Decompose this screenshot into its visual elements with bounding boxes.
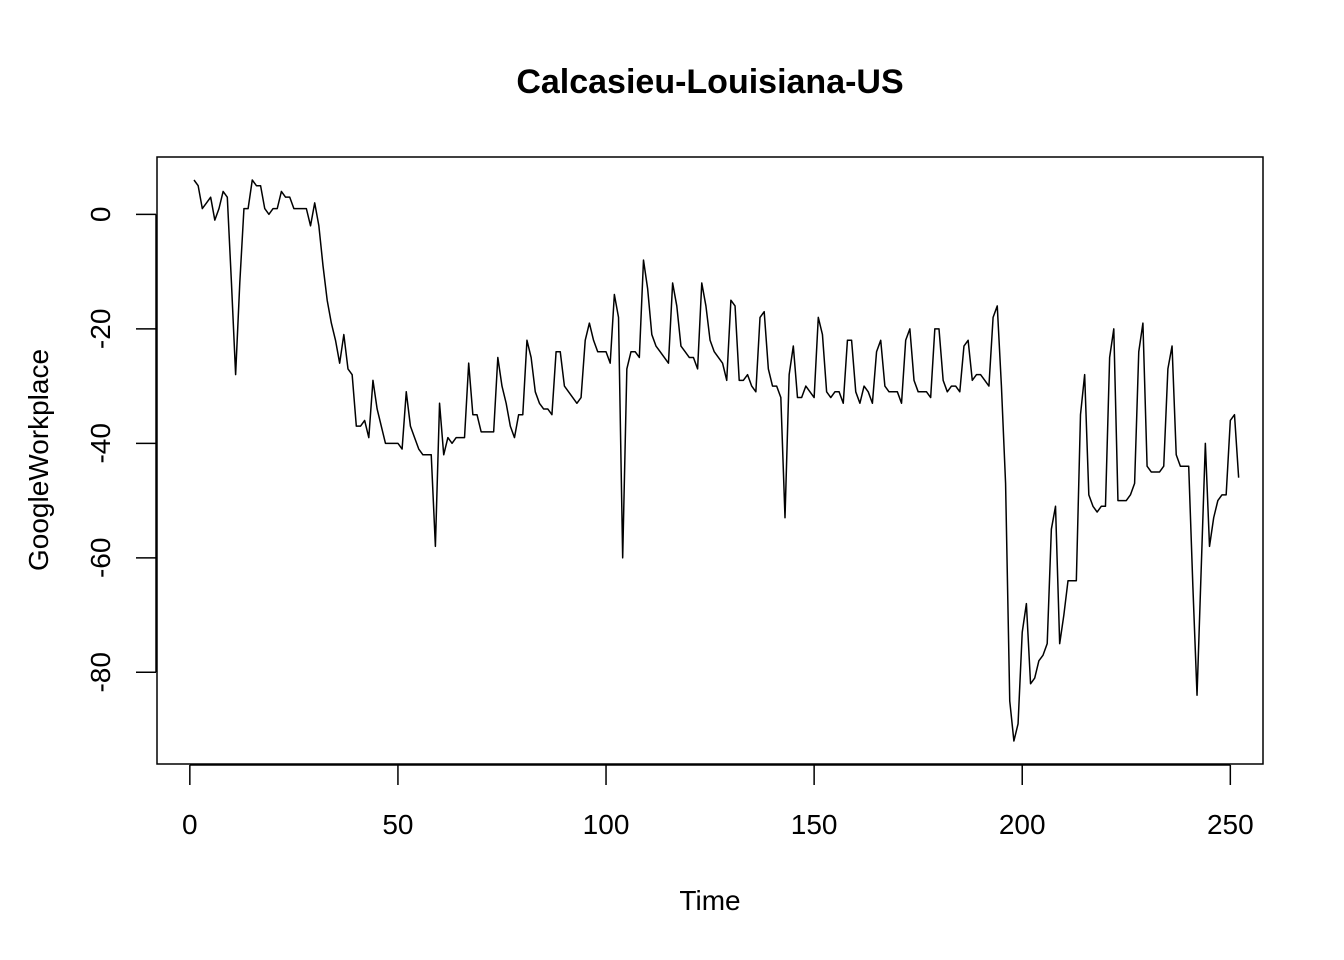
y-axis: 0 -20 -40 -60 -80 [85, 207, 157, 693]
chart-title: Calcasieu-Louisiana-US [516, 63, 903, 101]
x-tick-label: 250 [1207, 809, 1254, 840]
series-line [193, 179, 1240, 742]
x-tick-label: 50 [382, 809, 413, 840]
y-tick-label: -40 [85, 423, 116, 463]
x-tick-label: 200 [999, 809, 1046, 840]
y-tick-label: 0 [85, 207, 116, 223]
y-axis-label: GoogleWorkplace [23, 349, 54, 571]
x-tick-label: 150 [791, 809, 838, 840]
x-axis: 0 50 100 150 200 250 [182, 764, 1254, 840]
y-tick-label: -80 [85, 652, 116, 692]
plot-frame [156, 156, 1264, 765]
y-tick-label: -60 [85, 538, 116, 578]
y-tick-label: -20 [85, 309, 116, 349]
x-axis-label: Time [679, 885, 740, 916]
x-tick-label: 100 [583, 809, 630, 840]
x-tick-label: 0 [182, 809, 198, 840]
